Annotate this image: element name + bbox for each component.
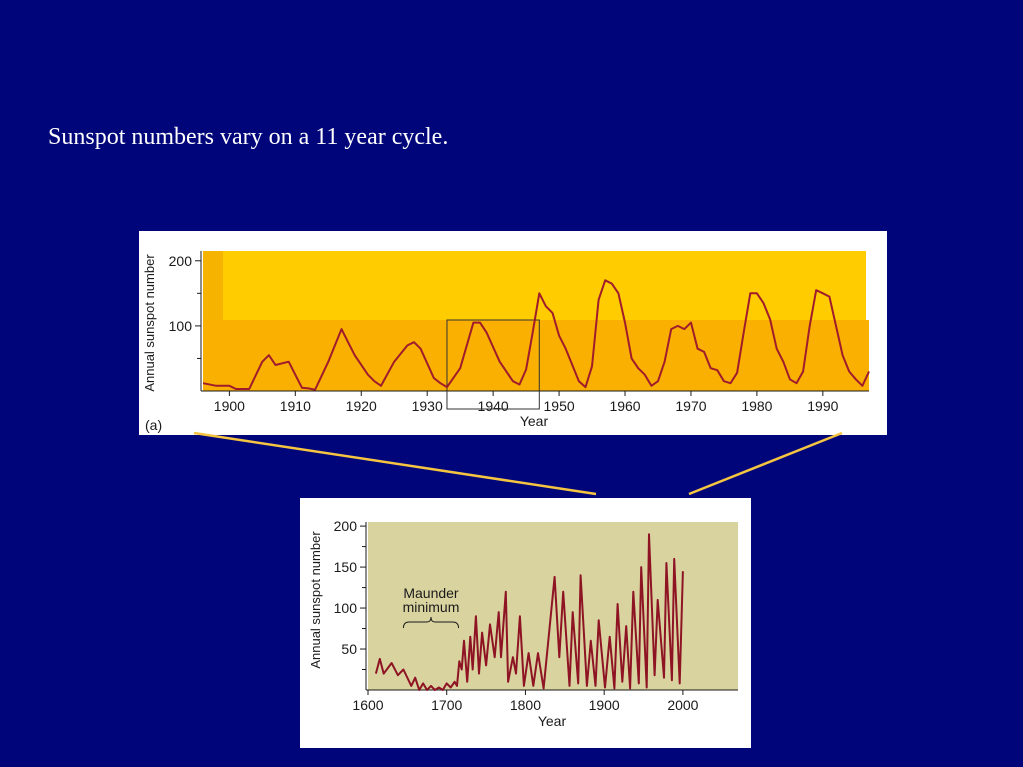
a-x-tick-label: 1970 [675,398,706,414]
b-x-tick-label: 1700 [431,697,462,713]
chart-a-plot-area [203,320,869,391]
chart-a-svg: 100 200 1900 1910 1920 1930 1940 1950 1960 1970 1… [142,251,870,433]
b-y-tick-label: 200 [334,518,358,534]
chart-a-y-label: Annual sunspot number [142,254,157,392]
slide-title: Sunspot numbers vary on a 11 year cycle. [48,124,449,150]
a-x-tick-label: 1930 [412,398,443,414]
a-x-tick-label: 1920 [346,398,377,414]
maunder-annotation-line1: Maunder [403,585,459,601]
chart-a-x-label: Year [520,413,549,429]
a-x-tick-label: 1940 [478,398,509,414]
connector-left [193,431,597,496]
b-x-tick-label: 1900 [589,697,620,713]
chart-a-plot-edge [203,251,223,320]
a-x-tick-label: 1900 [214,398,245,414]
b-y-tick-label: 100 [334,600,358,616]
b-y-tick-label: 50 [341,641,357,657]
maunder-brace [402,616,460,629]
chart-b-svg: 50 100 150 200 1600 1700 1800 1900 2000 Maunder… [308,518,738,729]
chart-b-panel: 50 100 150 200 1600 1700 1800 1900 2000 Maunder… [300,498,751,748]
a-x-tick-label: 1950 [544,398,575,414]
a-y-tick-label: 200 [169,253,193,269]
b-x-tick-label: 1800 [510,697,541,713]
a-x-tick-label: 1960 [609,398,640,414]
chart-b-series-line [374,533,684,691]
a-x-tick-label: 1910 [280,398,311,414]
connector-right [688,431,843,496]
b-y-tick-label: 150 [334,559,358,575]
a-y-tick-label: 100 [169,318,193,334]
chart-b-x-label: Year [538,713,567,729]
chart-a-panel: 100 200 1900 1910 1920 1930 1940 1950 1960 1970 1… [139,231,887,435]
chart-a-highlight-box [446,319,540,410]
chart-a-panel-label: (a) [145,417,162,433]
a-x-tick-label: 1980 [741,398,772,414]
chart-a-plot-band-top [223,251,866,320]
b-x-tick-label: 1600 [352,697,383,713]
chart-a-series-line [202,279,870,391]
chart-b-y-label: Annual sunspot number [308,531,323,669]
a-x-tick-label: 1990 [807,398,838,414]
maunder-annotation-line2: minimum [403,599,460,615]
b-x-tick-label: 2000 [667,697,698,713]
